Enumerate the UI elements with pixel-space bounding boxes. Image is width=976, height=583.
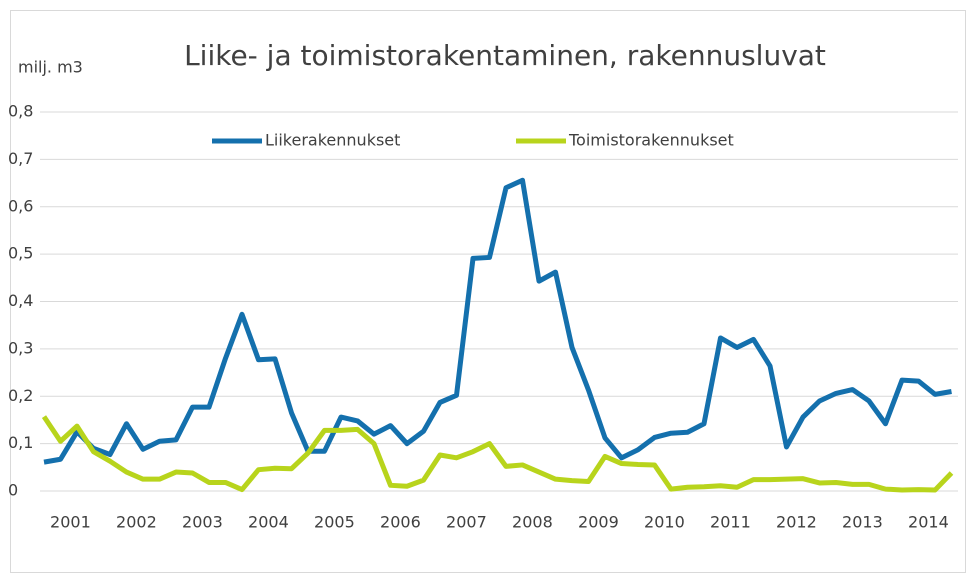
data-line <box>41 415 954 493</box>
x-tick-label: 2007 <box>446 513 487 532</box>
y-tick-label: 0,7 <box>8 149 33 168</box>
x-tick-label: 2010 <box>644 513 685 532</box>
x-tick-label: 2004 <box>248 513 289 532</box>
y-tick-label: 0 <box>8 481 18 500</box>
data-line <box>43 177 952 465</box>
chart-title: Liike- ja toimistorakentaminen, rakennus… <box>184 39 826 72</box>
x-tick-label: 2011 <box>710 513 751 532</box>
x-tick-label: 2008 <box>512 513 553 532</box>
x-tick-label: 2009 <box>578 513 619 532</box>
y-tick-label: 0,3 <box>8 338 33 357</box>
x-tick-label: 2002 <box>116 513 157 532</box>
y-tick-label: 0,8 <box>8 102 33 121</box>
y-tick-label: 0,5 <box>8 244 33 263</box>
x-tick-label: 2001 <box>50 513 91 532</box>
y-tick-label: 0,6 <box>8 196 33 215</box>
x-tick-label: 2005 <box>314 513 355 532</box>
legend-label: Toimistorakennukset <box>568 131 734 150</box>
y-axis-label: milj. m3 <box>18 58 83 77</box>
chart-frame <box>10 10 966 573</box>
x-tick-label: 2012 <box>776 513 817 532</box>
y-tick-label: 0,4 <box>8 291 33 310</box>
y-tick-label: 0,2 <box>8 386 33 405</box>
x-tick-label: 2003 <box>182 513 223 532</box>
x-tick-label: 2013 <box>842 513 883 532</box>
legend-label: Liikerakennukset <box>265 131 400 150</box>
x-tick-label: 2006 <box>380 513 421 532</box>
x-tick-label: 2014 <box>908 513 949 532</box>
y-tick-label: 0,1 <box>8 433 33 452</box>
